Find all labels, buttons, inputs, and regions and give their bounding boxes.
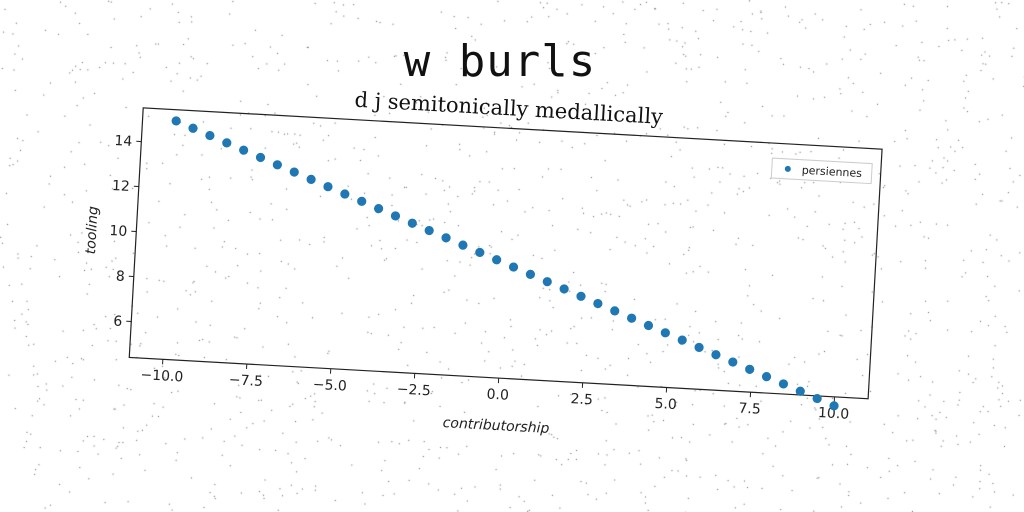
data-point bbox=[593, 298, 603, 309]
data-point bbox=[677, 335, 687, 345]
data-point bbox=[357, 196, 367, 206]
x-tick-label: 7.5 bbox=[738, 401, 761, 418]
data-point bbox=[576, 291, 586, 301]
data-point bbox=[745, 364, 755, 374]
x-tick-label: 2.5 bbox=[570, 391, 593, 408]
x-tick-label: −5.0 bbox=[312, 377, 347, 395]
y-axis-label: tooling bbox=[83, 206, 102, 255]
data-point bbox=[424, 225, 434, 236]
data-point bbox=[728, 357, 738, 367]
data-point bbox=[390, 211, 401, 221]
data-point bbox=[373, 204, 384, 214]
data-points bbox=[171, 116, 839, 411]
legend: persiennes bbox=[770, 157, 873, 185]
data-point bbox=[627, 313, 637, 323]
data-point bbox=[306, 174, 316, 185]
data-point bbox=[643, 320, 654, 331]
data-point bbox=[222, 138, 232, 148]
data-point bbox=[761, 372, 772, 382]
y-tick-label: 12 bbox=[112, 178, 131, 195]
x-axis-label: contributorship bbox=[442, 415, 550, 437]
data-point bbox=[475, 247, 485, 258]
data-point bbox=[829, 401, 839, 411]
data-point bbox=[407, 218, 417, 228]
legend-marker bbox=[784, 165, 791, 172]
data-point bbox=[508, 262, 519, 272]
page-title: w burls bbox=[403, 36, 597, 87]
chart-rotated-group: d j semitonically medallically −10.0 −7.5… bbox=[83, 88, 883, 437]
data-point bbox=[171, 116, 181, 126]
data-point bbox=[525, 269, 535, 279]
data-point bbox=[778, 379, 789, 389]
data-point bbox=[660, 328, 670, 338]
x-tick-label: −2.5 bbox=[396, 381, 431, 399]
x-axis: −10.0 −7.5 −5.0 −2.5 0.0 2.5 5.0 7.5 10.0 bbox=[140, 359, 850, 423]
legend-box bbox=[770, 157, 873, 185]
data-point bbox=[323, 182, 333, 192]
y-tick-label: 8 bbox=[115, 269, 125, 285]
y-tick-label: 6 bbox=[113, 313, 123, 329]
data-point bbox=[255, 152, 266, 163]
data-point bbox=[272, 160, 282, 170]
data-point bbox=[795, 386, 805, 396]
y-tick-label: 10 bbox=[109, 223, 128, 240]
x-tick-label: −7.5 bbox=[228, 372, 263, 390]
x-tick-label: 0.0 bbox=[486, 386, 509, 403]
data-point bbox=[711, 350, 721, 360]
y-axis: 6 8 10 12 14 bbox=[109, 133, 142, 330]
y-tick-label: 14 bbox=[114, 133, 133, 150]
legend-label: persiennes bbox=[801, 164, 862, 180]
x-tick-label: −10.0 bbox=[140, 367, 184, 385]
data-point bbox=[205, 130, 215, 141]
data-point bbox=[239, 145, 249, 155]
x-tick-label: 10.0 bbox=[818, 405, 850, 423]
data-point bbox=[559, 284, 569, 294]
data-point bbox=[289, 167, 299, 177]
data-point bbox=[694, 342, 704, 353]
data-point bbox=[441, 233, 451, 243]
data-point bbox=[812, 393, 822, 404]
data-point bbox=[610, 306, 620, 316]
data-point bbox=[188, 123, 198, 133]
data-point bbox=[340, 189, 350, 199]
data-point bbox=[458, 240, 468, 250]
x-tick-label: 5.0 bbox=[654, 396, 677, 413]
data-point bbox=[542, 277, 552, 287]
data-point bbox=[492, 255, 502, 265]
